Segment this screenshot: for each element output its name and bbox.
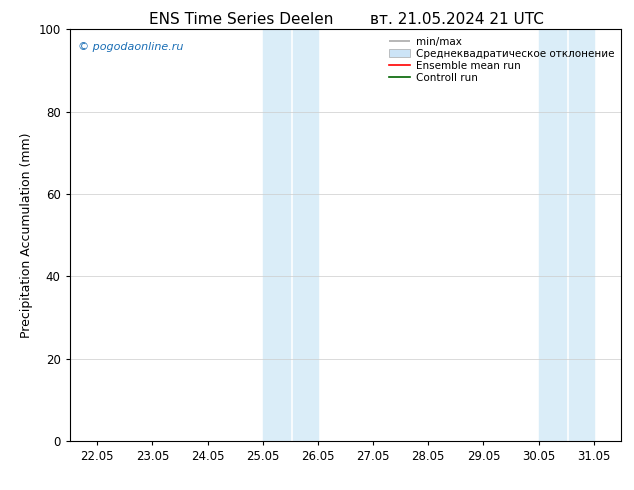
Text: ENS Time Series Deelen: ENS Time Series Deelen xyxy=(149,12,333,27)
Text: вт. 21.05.2024 21 UTC: вт. 21.05.2024 21 UTC xyxy=(370,12,543,27)
Legend: min/max, Среднеквадратическое отклонение, Ensemble mean run, Controll run: min/max, Среднеквадратическое отклонение… xyxy=(385,32,618,87)
Bar xyxy=(262,29,290,441)
Bar xyxy=(569,29,593,441)
Bar xyxy=(293,29,318,441)
Bar xyxy=(538,29,566,441)
Text: © pogodaonline.ru: © pogodaonline.ru xyxy=(78,42,183,52)
Y-axis label: Precipitation Accumulation (mm): Precipitation Accumulation (mm) xyxy=(20,132,33,338)
